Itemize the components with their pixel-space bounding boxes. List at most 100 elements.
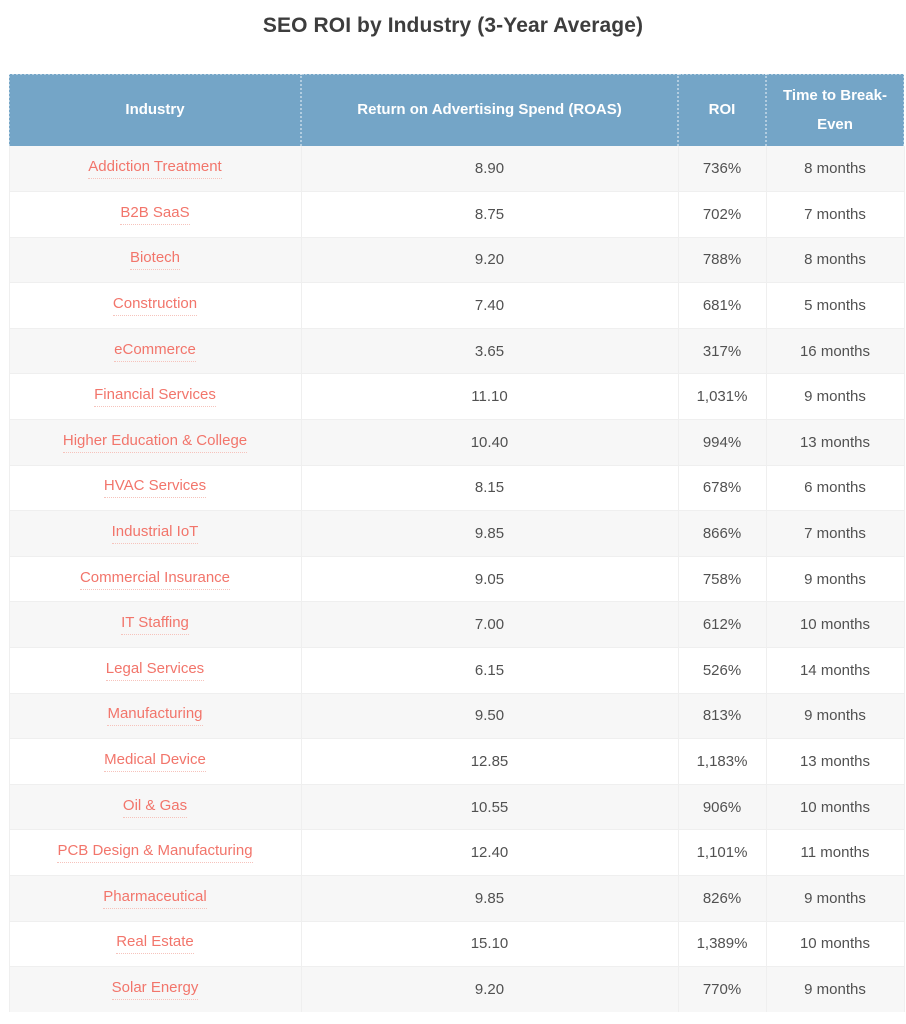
roi-value: 813% xyxy=(677,692,767,739)
table-row: Industrial IoT 9.85 866% 7 months xyxy=(8,510,905,557)
industry-link[interactable]: Biotech xyxy=(129,249,181,271)
table-row: Higher Education & College 10.40 994% 13 mo… xyxy=(8,419,905,466)
roas-value: 3.65 xyxy=(300,327,679,374)
roi-value: 758% xyxy=(677,555,767,602)
header-row: Industry Return on Advertising Spend (RO… xyxy=(8,73,905,146)
roi-value: 788% xyxy=(677,236,767,283)
break-even-value: 14 months xyxy=(765,647,905,694)
industry-link[interactable]: Addiction Treatment xyxy=(88,158,222,180)
col-header-break-even: Time to Break-Even xyxy=(765,73,905,146)
roas-value: 9.85 xyxy=(300,875,679,922)
industry-cell: Medical Device xyxy=(8,738,302,785)
roi-value: 317% xyxy=(677,327,767,374)
industry-cell: IT Staffing xyxy=(8,601,302,648)
roi-value: 1,031% xyxy=(677,373,767,420)
industry-link[interactable]: B2B SaaS xyxy=(120,204,190,225)
table-row: Real Estate 15.10 1,389% 10 months xyxy=(8,920,905,967)
break-even-value: 5 months xyxy=(765,282,905,329)
break-even-value: 7 months xyxy=(765,510,905,557)
table-row: Addiction Treatment 8.90 736% 8 months xyxy=(8,146,905,192)
break-even-value: 6 months xyxy=(765,464,905,511)
table-row: PCB Design & Manufacturing 12.40 1,101% 11 … xyxy=(8,829,905,876)
table-body: Addiction Treatment 8.90 736% 8 months B2B S… xyxy=(8,146,905,1013)
industry-cell: Financial Services xyxy=(8,373,302,420)
industry-link[interactable]: Higher Education & College xyxy=(62,432,248,453)
col-header-industry: Industry xyxy=(8,73,302,146)
roi-value: 826% xyxy=(677,875,767,922)
table-row: B2B SaaS 8.75 702% 7 months xyxy=(8,191,905,238)
roas-value: 9.05 xyxy=(300,555,679,602)
industry-cell: Solar Energy xyxy=(8,966,302,1013)
industry-link[interactable]: Real Estate xyxy=(116,933,194,955)
industry-link[interactable]: IT Staffing xyxy=(121,614,189,636)
break-even-value: 7 months xyxy=(765,191,905,238)
col-header-roi: ROI xyxy=(677,73,767,146)
break-even-value: 9 months xyxy=(765,692,905,739)
break-even-value: 13 months xyxy=(765,738,905,785)
table-header: Industry Return on Advertising Spend (RO… xyxy=(8,73,905,146)
break-even-value: 10 months xyxy=(765,783,905,830)
roi-value: 770% xyxy=(677,966,767,1013)
industry-link[interactable]: Pharmaceutical xyxy=(103,888,207,909)
table-row: Construction 7.40 681% 5 months xyxy=(8,282,905,329)
industry-link[interactable]: HVAC Services xyxy=(103,477,207,499)
industry-link[interactable]: Oil & Gas xyxy=(122,797,188,818)
roas-value: 9.85 xyxy=(300,510,679,557)
break-even-value: 16 months xyxy=(765,327,905,374)
industry-link[interactable]: Solar Energy xyxy=(111,979,199,1001)
roas-value: 7.00 xyxy=(300,601,679,648)
seo-roi-table: Industry Return on Advertising Spend (RO… xyxy=(8,73,905,1013)
roi-value: 1,183% xyxy=(677,738,767,785)
industry-cell: Construction xyxy=(8,282,302,329)
roi-value: 1,389% xyxy=(677,920,767,967)
industry-cell: Real Estate xyxy=(8,920,302,967)
industry-link[interactable]: Industrial IoT xyxy=(111,523,199,545)
col-header-roas: Return on Advertising Spend (ROAS) xyxy=(300,73,679,146)
industry-cell: Manufacturing xyxy=(8,692,302,739)
table-row: HVAC Services 8.15 678% 6 months xyxy=(8,464,905,511)
industry-link[interactable]: Commercial Insurance xyxy=(79,569,231,590)
roas-value: 8.90 xyxy=(300,146,679,192)
industry-link[interactable]: PCB Design & Manufacturing xyxy=(57,842,253,864)
industry-link[interactable]: Medical Device xyxy=(104,751,206,773)
industry-link[interactable]: Legal Services xyxy=(105,660,205,681)
table-row: Solar Energy 9.20 770% 9 months xyxy=(8,966,905,1013)
roas-value: 9.50 xyxy=(300,692,679,739)
industry-link[interactable]: eCommerce xyxy=(114,341,196,362)
roi-value: 1,101% xyxy=(677,829,767,876)
industry-link[interactable]: Manufacturing xyxy=(107,705,203,727)
roas-value: 11.10 xyxy=(300,373,679,420)
industry-link[interactable]: Construction xyxy=(112,295,198,317)
break-even-value: 10 months xyxy=(765,601,905,648)
roi-value: 736% xyxy=(677,146,767,192)
industry-cell: Addiction Treatment xyxy=(8,146,302,192)
industry-cell: PCB Design & Manufacturing xyxy=(8,829,302,876)
industry-link[interactable]: Financial Services xyxy=(94,386,216,408)
break-even-value: 11 months xyxy=(765,829,905,876)
roi-value: 678% xyxy=(677,464,767,511)
industry-cell: eCommerce xyxy=(8,327,302,374)
roas-value: 6.15 xyxy=(300,647,679,694)
table-row: IT Staffing 7.00 612% 10 months xyxy=(8,601,905,648)
industry-cell: Pharmaceutical xyxy=(8,875,302,922)
break-even-value: 9 months xyxy=(765,875,905,922)
break-even-value: 13 months xyxy=(765,419,905,466)
table-row: Medical Device 12.85 1,183% 13 months xyxy=(8,738,905,785)
table-row: Pharmaceutical 9.85 826% 9 months xyxy=(8,875,905,922)
roas-value: 7.40 xyxy=(300,282,679,329)
roas-value: 8.15 xyxy=(300,464,679,511)
break-even-value: 9 months xyxy=(765,555,905,602)
break-even-value: 9 months xyxy=(765,966,905,1013)
roas-value: 10.55 xyxy=(300,783,679,830)
roas-value: 10.40 xyxy=(300,419,679,466)
roas-value: 12.85 xyxy=(300,738,679,785)
table-row: Oil & Gas 10.55 906% 10 months xyxy=(8,783,905,830)
roi-value: 866% xyxy=(677,510,767,557)
break-even-value: 10 months xyxy=(765,920,905,967)
roas-value: 12.40 xyxy=(300,829,679,876)
roas-value: 9.20 xyxy=(300,966,679,1013)
table-row: eCommerce 3.65 317% 16 months xyxy=(8,327,905,374)
break-even-value: 8 months xyxy=(765,236,905,283)
industry-cell: Higher Education & College xyxy=(8,419,302,466)
